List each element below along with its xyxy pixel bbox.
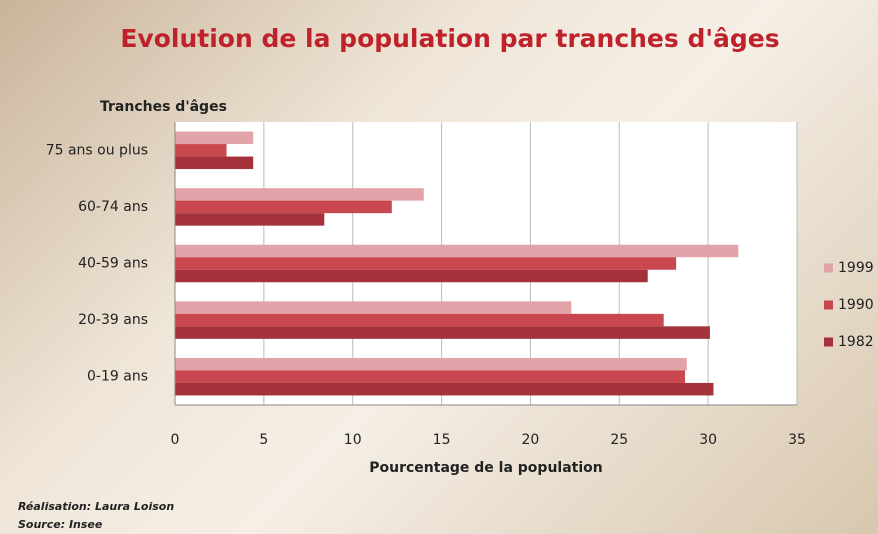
- bar: [175, 313, 664, 327]
- bar: [175, 370, 686, 383]
- y-tick-label: 40-59 ans: [78, 256, 148, 272]
- y-tick-label: 60-74 ans: [78, 199, 148, 215]
- bar: [175, 357, 687, 371]
- bar: [175, 131, 254, 145]
- legend-label: 1990: [838, 297, 874, 313]
- bar: [175, 326, 710, 339]
- legend-swatch: [824, 263, 833, 273]
- legend-swatch: [824, 300, 833, 310]
- y-tick-label: 20-39 ans: [78, 312, 148, 328]
- bar: [175, 301, 572, 314]
- bar: [175, 200, 392, 214]
- bar: [175, 213, 325, 226]
- x-tick-label: 0: [171, 432, 180, 448]
- bar: [175, 382, 714, 396]
- note: Réalisation: Laura Loison: [18, 500, 174, 513]
- x-tick-label: 30: [699, 432, 717, 448]
- legend-label: 1982: [838, 334, 874, 350]
- x-tick-label: 25: [610, 432, 628, 448]
- bar: [175, 257, 677, 270]
- bar: [175, 156, 254, 170]
- bar: [175, 244, 739, 258]
- x-tick-label: 35: [788, 432, 806, 448]
- chart-title: Evolution de la population par tranches …: [120, 24, 779, 53]
- x-tick-label: 20: [522, 432, 540, 448]
- x-tick-label: 5: [259, 432, 268, 448]
- bar: [175, 188, 424, 201]
- x-axis-title: Pourcentage de la population: [369, 460, 603, 476]
- y-axis-title: Tranches d'âges: [100, 99, 227, 115]
- x-tick-label: 10: [344, 432, 362, 448]
- y-tick-label: 0-19 ans: [87, 369, 148, 385]
- legend-swatch: [824, 337, 833, 347]
- note: Source: Insee: [18, 518, 103, 531]
- y-tick-label: 75 ans ou plus: [46, 142, 148, 158]
- legend-label: 1999: [838, 260, 874, 276]
- bar: [175, 269, 648, 283]
- x-tick-label: 15: [433, 432, 451, 448]
- bar: [175, 144, 227, 157]
